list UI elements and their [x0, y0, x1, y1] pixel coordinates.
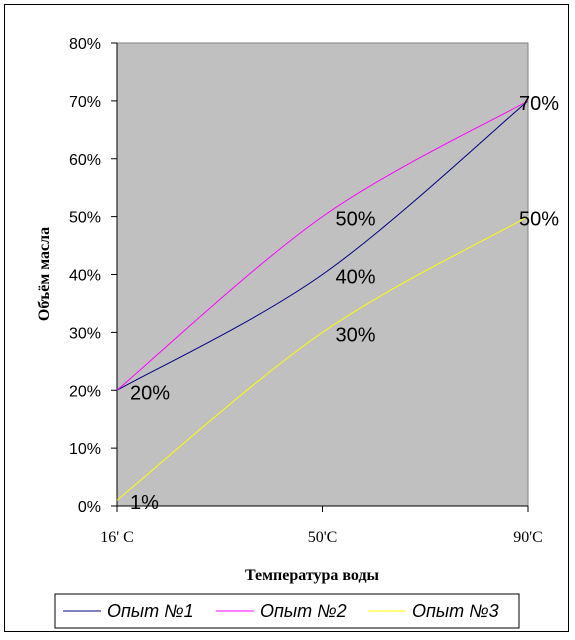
y-tick-label: 40% — [69, 268, 101, 285]
legend-box — [54, 593, 520, 629]
y-tick-label: 80% — [69, 36, 101, 53]
series-line-3 — [116, 216, 529, 501]
series-lines — [116, 100, 529, 501]
y-axis-title: Объём масла — [36, 227, 53, 321]
y-tick-label: 70% — [69, 94, 101, 111]
x-axis-ticks: 16' C 50'C 90'C — [100, 506, 543, 546]
legend-label-1: Опыт №1 — [107, 601, 194, 621]
series-line-1 — [116, 100, 529, 391]
x-axis-title: Температура воды — [245, 567, 380, 584]
x-tick-label: 90'C — [513, 529, 543, 546]
y-tick-label: 30% — [69, 325, 101, 342]
data-label: 20% — [130, 382, 170, 404]
x-tick-label: 16' C — [100, 529, 134, 546]
data-label: 50% — [519, 209, 559, 231]
series-line-2 — [116, 100, 529, 391]
y-tick-label: 0% — [78, 499, 101, 516]
y-tick-label: 50% — [69, 210, 101, 227]
legend: Опыт №1 Опыт №2 Опыт №3 — [54, 593, 520, 629]
legend-label-3: Опыт №3 — [412, 601, 499, 621]
x-tick-label: 50'C — [308, 529, 338, 546]
chart-frame — [4, 4, 569, 632]
data-label: 30% — [336, 324, 376, 346]
y-tick-label: 10% — [69, 441, 101, 458]
y-tick-label: 60% — [69, 152, 101, 169]
legend-label-2: Опыт №2 — [260, 601, 347, 621]
data-labels: 20% 1% 50% 40% 30% 70% 50% — [130, 93, 559, 514]
data-label: 70% — [519, 93, 559, 115]
data-label: 50% — [336, 209, 376, 231]
plot-area — [116, 42, 529, 507]
y-tick-label: 20% — [69, 383, 101, 400]
data-label: 40% — [336, 267, 376, 289]
y-axis-ticks: 0% 10% 20% 30% 40% 50% 60% 70% 80% — [69, 36, 117, 516]
data-label: 1% — [130, 492, 159, 514]
